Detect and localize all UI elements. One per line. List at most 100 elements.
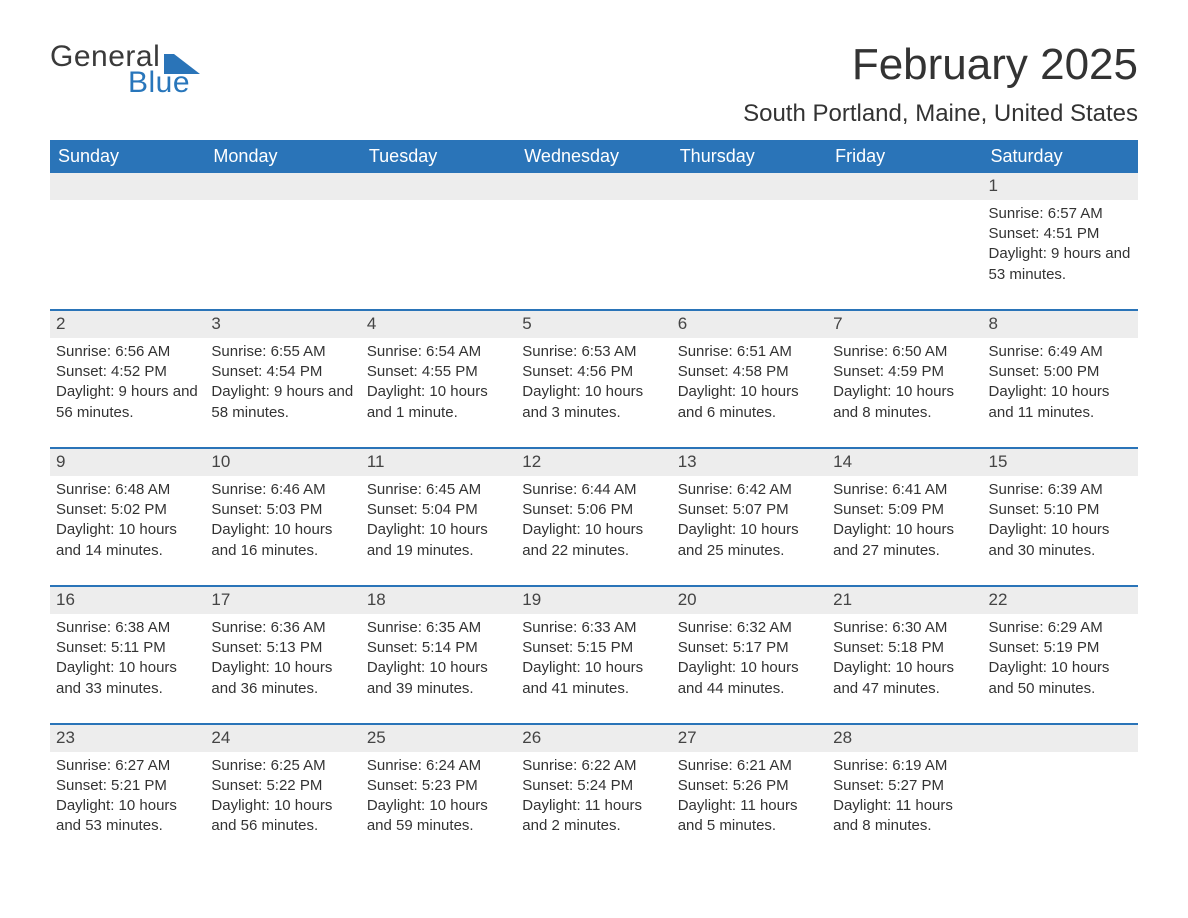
day-sunset: Sunset: 4:56 PM	[522, 362, 665, 382]
calendar-cell: 22 Sunrise: 6:29 AMSunset: 5:19 PMDayligh…	[983, 586, 1138, 724]
day-sunset: Sunset: 5:19 PM	[989, 638, 1132, 658]
calendar-cell: 12Sunrise: 6:44 AMSunset: 5:06 PMDayligh…	[516, 448, 671, 586]
calendar-table: SundayMondayTuesdayWednesdayThursdayFrid…	[50, 140, 1138, 861]
day-number: 22	[983, 587, 1138, 614]
day-number-bar	[672, 173, 827, 200]
title-block: February 2025 South Portland, Maine, Uni…	[743, 40, 1138, 128]
day-sunrise: Sunrise: 6:45 AM	[367, 480, 510, 500]
day-sunset: Sunset: 5:10 PM	[989, 500, 1132, 520]
day-number: 8	[983, 311, 1138, 338]
day-sunrise: Sunrise: 6:54 AM	[367, 342, 510, 362]
weekday-header: Wednesday	[516, 140, 671, 173]
day-daylight: Daylight: 10 hours and 27 minutes.	[833, 520, 976, 561]
calendar-row: 23Sunrise: 6:27 AMSunset: 5:21 PMDayligh…	[50, 724, 1138, 861]
calendar-cell: 4 Sunrise: 6:54 AMSunset: 4:55 PMDaylight…	[361, 310, 516, 448]
header: General Blue February 2025 South Portlan…	[50, 40, 1138, 128]
day-sunset: Sunset: 4:55 PM	[367, 362, 510, 382]
day-sunset: Sunset: 4:51 PM	[989, 224, 1132, 244]
day-daylight: Daylight: 10 hours and 36 minutes.	[211, 658, 354, 699]
day-sunset: Sunset: 5:02 PM	[56, 500, 199, 520]
day-number: 9	[50, 449, 205, 476]
day-daylight: Daylight: 10 hours and 53 minutes.	[56, 796, 199, 837]
calendar-cell: 28Sunrise: 6:19 AMSunset: 5:27 PMDayligh…	[827, 724, 982, 861]
day-sunrise: Sunrise: 6:49 AM	[989, 342, 1132, 362]
day-daylight: Daylight: 10 hours and 16 minutes.	[211, 520, 354, 561]
day-sunset: Sunset: 4:58 PM	[678, 362, 821, 382]
day-daylight: Daylight: 10 hours and 50 minutes.	[989, 658, 1132, 699]
flag-icon	[164, 54, 200, 74]
day-sunrise: Sunrise: 6:30 AM	[833, 618, 976, 638]
calendar-cell: 24Sunrise: 6:25 AMSunset: 5:22 PMDayligh…	[205, 724, 360, 861]
day-daylight: Daylight: 10 hours and 8 minutes.	[833, 382, 976, 423]
day-number: 4	[361, 311, 516, 338]
day-sunrise: Sunrise: 6:53 AM	[522, 342, 665, 362]
day-number-bar	[361, 173, 516, 200]
day-number: 14	[827, 449, 982, 476]
day-daylight: Daylight: 10 hours and 22 minutes.	[522, 520, 665, 561]
day-sunrise: Sunrise: 6:35 AM	[367, 618, 510, 638]
day-number: 3	[205, 311, 360, 338]
day-sunset: Sunset: 5:09 PM	[833, 500, 976, 520]
day-sunrise: Sunrise: 6:39 AM	[989, 480, 1132, 500]
calendar-head: SundayMondayTuesdayWednesdayThursdayFrid…	[50, 140, 1138, 173]
day-sunrise: Sunrise: 6:32 AM	[678, 618, 821, 638]
day-daylight: Daylight: 10 hours and 44 minutes.	[678, 658, 821, 699]
day-daylight: Daylight: 9 hours and 56 minutes.	[56, 382, 199, 423]
day-number: 7	[827, 311, 982, 338]
calendar-cell: 14Sunrise: 6:41 AMSunset: 5:09 PMDayligh…	[827, 448, 982, 586]
weekday-header: Tuesday	[361, 140, 516, 173]
day-daylight: Daylight: 9 hours and 53 minutes.	[989, 244, 1132, 285]
calendar-cell: 8Sunrise: 6:49 AMSunset: 5:00 PMDaylight…	[983, 310, 1138, 448]
day-number-bar	[50, 173, 205, 200]
calendar-cell: 10Sunrise: 6:46 AMSunset: 5:03 PMDayligh…	[205, 448, 360, 586]
day-sunset: Sunset: 5:04 PM	[367, 500, 510, 520]
day-number: 5	[516, 311, 671, 338]
calendar-cell: 20Sunrise: 6:32 AMSunset: 5:17 PMDayligh…	[672, 586, 827, 724]
day-sunrise: Sunrise: 6:56 AM	[56, 342, 199, 362]
day-number: 11	[361, 449, 516, 476]
day-sunrise: Sunrise: 6:46 AM	[211, 480, 354, 500]
day-daylight: Daylight: 10 hours and 59 minutes.	[367, 796, 510, 837]
day-number: 17	[205, 587, 360, 614]
calendar-row: 1Sunrise: 6:57 AMSunset: 4:51 PMDaylight…	[50, 173, 1138, 310]
day-sunrise: Sunrise: 6:24 AM	[367, 756, 510, 776]
month-title: February 2025	[743, 40, 1138, 90]
day-daylight: Daylight: 10 hours and 1 minute.	[367, 382, 510, 423]
day-sunset: Sunset: 5:06 PM	[522, 500, 665, 520]
calendar-cell: 19Sunrise: 6:33 AMSunset: 5:15 PMDayligh…	[516, 586, 671, 724]
calendar-cell: 21Sunrise: 6:30 AMSunset: 5:18 PMDayligh…	[827, 586, 982, 724]
day-sunrise: Sunrise: 6:51 AM	[678, 342, 821, 362]
day-sunset: Sunset: 5:23 PM	[367, 776, 510, 796]
calendar-row: 2Sunrise: 6:56 AMSunset: 4:52 PMDaylight…	[50, 310, 1138, 448]
calendar-cell: 15 Sunrise: 6:39 AMSunset: 5:10 PMDayligh…	[983, 448, 1138, 586]
day-sunset: Sunset: 5:17 PM	[678, 638, 821, 658]
calendar-cell: 23Sunrise: 6:27 AMSunset: 5:21 PMDayligh…	[50, 724, 205, 861]
calendar-cell: 6Sunrise: 6:51 AMSunset: 4:58 PMDaylight…	[672, 310, 827, 448]
day-sunset: Sunset: 5:18 PM	[833, 638, 976, 658]
day-sunset: Sunset: 5:07 PM	[678, 500, 821, 520]
day-daylight: Daylight: 10 hours and 30 minutes.	[989, 520, 1132, 561]
day-sunset: Sunset: 5:24 PM	[522, 776, 665, 796]
calendar-cell: 3Sunrise: 6:55 AMSunset: 4:54 PMDaylight…	[205, 310, 360, 448]
weekday-header: Sunday	[50, 140, 205, 173]
day-sunset: Sunset: 4:59 PM	[833, 362, 976, 382]
day-number: 25	[361, 725, 516, 752]
calendar-cell: 18Sunrise: 6:35 AMSunset: 5:14 PMDayligh…	[361, 586, 516, 724]
day-sunrise: Sunrise: 6:36 AM	[211, 618, 354, 638]
day-sunrise: Sunrise: 6:38 AM	[56, 618, 199, 638]
day-sunset: Sunset: 4:54 PM	[211, 362, 354, 382]
day-number-bar	[827, 173, 982, 200]
day-daylight: Daylight: 11 hours and 8 minutes.	[833, 796, 976, 837]
day-sunrise: Sunrise: 6:42 AM	[678, 480, 821, 500]
weekday-header: Thursday	[672, 140, 827, 173]
day-number-bar	[983, 725, 1138, 752]
day-number: 15	[983, 449, 1138, 476]
day-daylight: Daylight: 10 hours and 3 minutes.	[522, 382, 665, 423]
calendar-cell: 27Sunrise: 6:21 AMSunset: 5:26 PMDayligh…	[672, 724, 827, 861]
calendar-cell: 1Sunrise: 6:57 AMSunset: 4:51 PMDaylight…	[983, 173, 1138, 310]
day-sunrise: Sunrise: 6:44 AM	[522, 480, 665, 500]
day-sunrise: Sunrise: 6:29 AM	[989, 618, 1132, 638]
day-daylight: Daylight: 10 hours and 47 minutes.	[833, 658, 976, 699]
calendar-cell	[50, 173, 205, 310]
day-number: 28	[827, 725, 982, 752]
